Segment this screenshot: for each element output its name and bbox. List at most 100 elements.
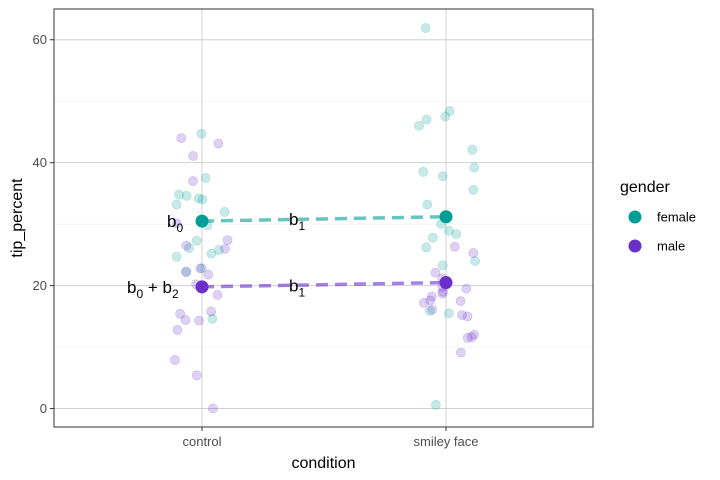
point-female bbox=[425, 305, 435, 316]
point-male bbox=[455, 296, 466, 306]
mean-connector-lines bbox=[201, 215, 447, 289]
annotation-label: b1 bbox=[289, 210, 305, 233]
point-male bbox=[462, 332, 473, 343]
point-female bbox=[440, 111, 451, 122]
point-female bbox=[470, 256, 481, 266]
point-male bbox=[175, 308, 186, 319]
point-male bbox=[462, 311, 473, 322]
point-female bbox=[437, 260, 448, 271]
y-tick-label: 0 bbox=[40, 401, 47, 416]
point-male bbox=[427, 304, 438, 315]
y-tick-label: 40 bbox=[33, 155, 47, 170]
point-female bbox=[171, 251, 182, 262]
point-male bbox=[191, 370, 202, 381]
annotation-label: b0 + b2 bbox=[127, 278, 179, 301]
point-female bbox=[191, 235, 202, 246]
mean-point-female bbox=[439, 210, 453, 224]
mean-point-male bbox=[195, 280, 209, 294]
point-male bbox=[430, 267, 441, 278]
point-male bbox=[207, 403, 218, 414]
point-male bbox=[426, 291, 437, 302]
point-male bbox=[171, 218, 182, 229]
point-female bbox=[184, 243, 194, 254]
point-female bbox=[197, 263, 207, 274]
point-male bbox=[188, 151, 199, 161]
point-female bbox=[421, 114, 432, 125]
x-tick-label: smiley face bbox=[413, 434, 478, 449]
mean-point-female bbox=[195, 214, 209, 228]
legend-label-male: male bbox=[657, 239, 685, 254]
legend-key-female bbox=[628, 210, 642, 224]
mean-connector-male bbox=[201, 280, 447, 289]
point-female bbox=[213, 245, 224, 255]
point-male bbox=[176, 133, 187, 143]
mean-point-male bbox=[439, 276, 453, 290]
point-female bbox=[444, 106, 455, 116]
point-female bbox=[181, 266, 192, 277]
point-male bbox=[181, 267, 192, 277]
point-female bbox=[181, 190, 192, 201]
point-male bbox=[172, 324, 183, 335]
point-female bbox=[427, 232, 438, 243]
point-female bbox=[437, 171, 448, 182]
point-female bbox=[468, 184, 479, 195]
point-male bbox=[169, 355, 180, 365]
point-female bbox=[467, 144, 478, 155]
point-female bbox=[451, 229, 462, 239]
point-female bbox=[197, 194, 208, 205]
point-male bbox=[457, 310, 467, 321]
point-male bbox=[180, 315, 191, 325]
point-male bbox=[220, 243, 230, 254]
point-female bbox=[174, 189, 184, 200]
point-male bbox=[213, 138, 224, 149]
point-female bbox=[469, 162, 480, 173]
point-female bbox=[443, 308, 454, 319]
x-axis-ticks: control smiley face bbox=[182, 427, 479, 449]
x-tick-label: control bbox=[182, 434, 221, 449]
point-female bbox=[171, 199, 182, 210]
annotation-label: b0 bbox=[167, 212, 183, 235]
point-male bbox=[181, 240, 192, 251]
legend: gender female male bbox=[620, 179, 696, 254]
point-female bbox=[420, 23, 431, 33]
legend-label-female: female bbox=[657, 210, 696, 225]
point-male bbox=[419, 297, 429, 308]
point-female bbox=[444, 226, 454, 236]
point-male bbox=[455, 347, 466, 358]
mean-connector-female bbox=[201, 215, 447, 223]
point-female bbox=[422, 199, 433, 210]
point-female bbox=[193, 193, 204, 204]
point-female bbox=[414, 120, 424, 131]
point-female bbox=[200, 173, 211, 183]
point-female bbox=[207, 313, 218, 324]
point-male bbox=[212, 289, 223, 300]
y-tick-label: 60 bbox=[33, 32, 47, 47]
point-female bbox=[196, 128, 207, 139]
point-male bbox=[437, 288, 448, 299]
point-female bbox=[206, 248, 217, 259]
x-axis-title: condition bbox=[291, 455, 355, 472]
annotation-label: b1 bbox=[289, 277, 305, 300]
point-male bbox=[449, 241, 460, 252]
y-tick-label: 20 bbox=[33, 278, 47, 293]
mean-points bbox=[195, 210, 453, 294]
coefficient-annotations: b0 b1 b0 + b2 b1 bbox=[127, 210, 305, 301]
point-male bbox=[195, 263, 206, 274]
y-axis-title: tip_percent bbox=[9, 178, 26, 258]
legend-title: gender bbox=[620, 179, 670, 196]
point-male bbox=[425, 295, 436, 306]
point-male bbox=[203, 269, 214, 280]
panel-border bbox=[53, 8, 594, 428]
legend-key-male bbox=[628, 239, 642, 253]
point-male bbox=[222, 235, 233, 246]
point-male bbox=[469, 329, 480, 340]
y-axis-ticks: 0 20 40 60 bbox=[33, 32, 54, 416]
point-female bbox=[418, 166, 429, 177]
point-female bbox=[430, 399, 441, 410]
point-male bbox=[194, 315, 204, 326]
point-female bbox=[219, 206, 230, 217]
point-male bbox=[188, 176, 198, 187]
point-male bbox=[466, 332, 477, 343]
